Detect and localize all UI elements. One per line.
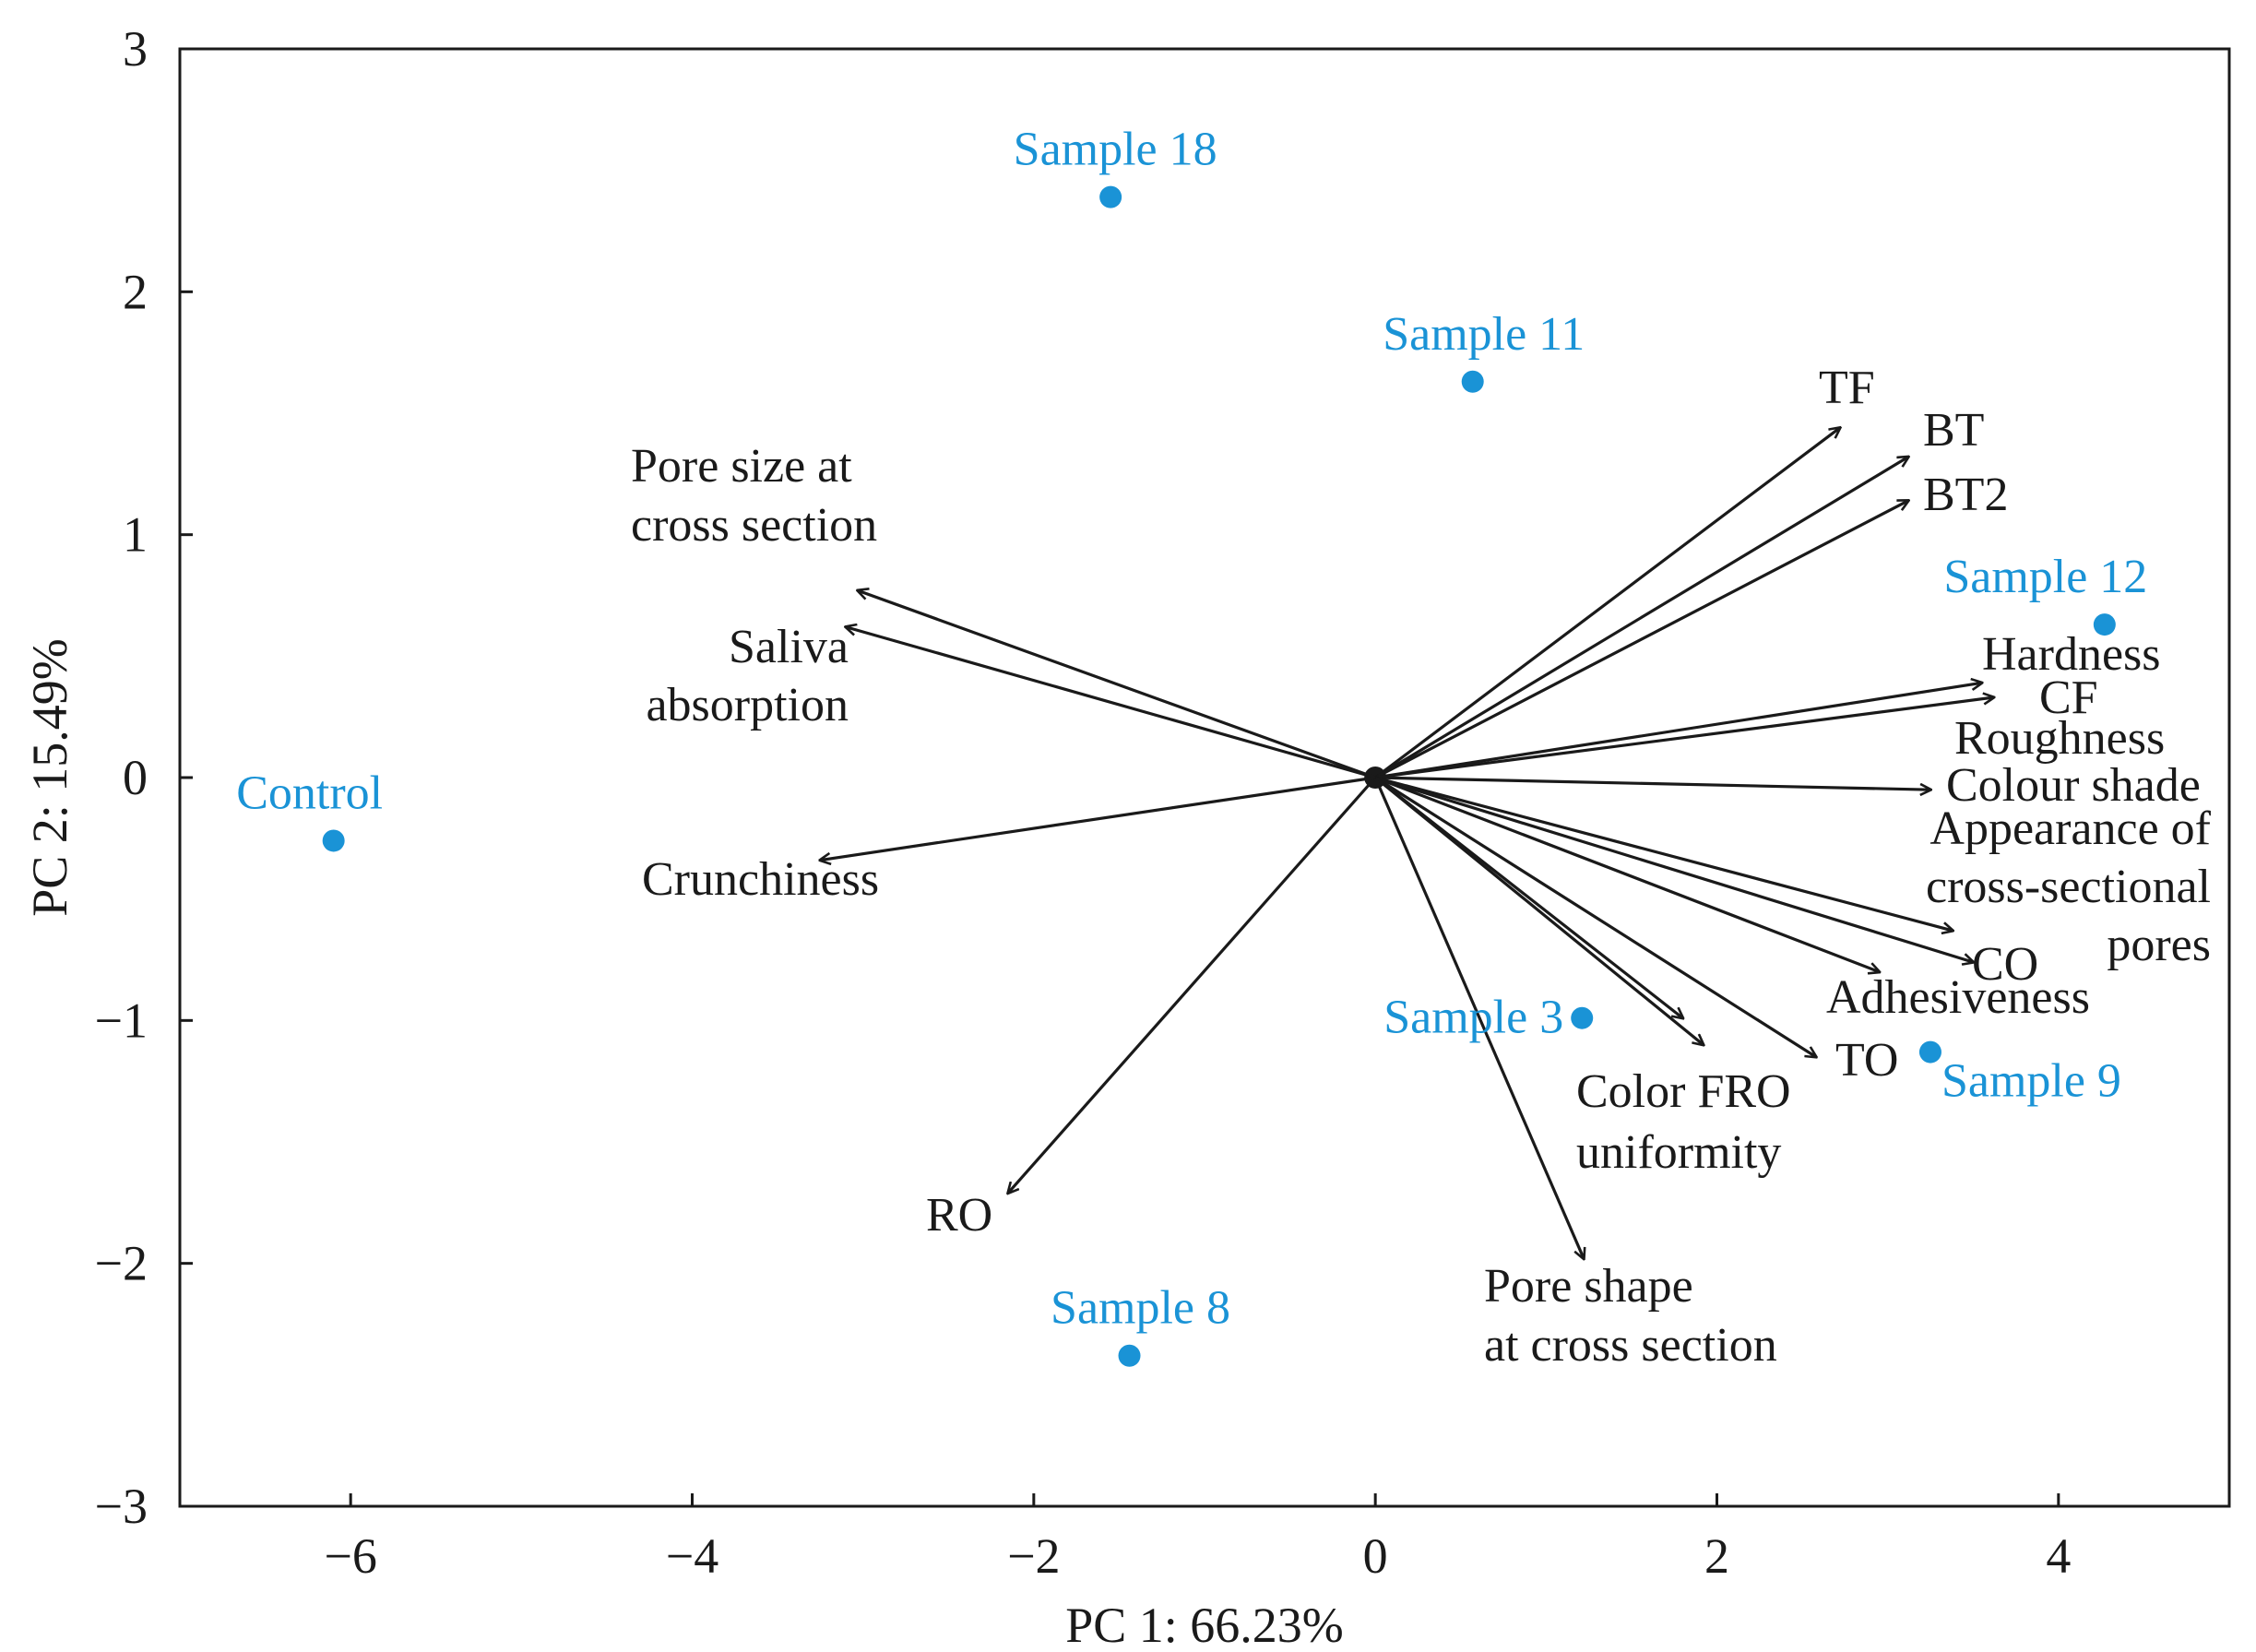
vector-colour-shade (1375, 776, 1930, 790)
vector-label-saliva: Saliva absorption (646, 621, 849, 731)
y-tick-label: −1 (95, 992, 148, 1048)
vector-fro (1374, 776, 1704, 1045)
x-tick-label: 2 (1704, 1528, 1729, 1584)
vector-appearance-of-cross-sectional-pores (1374, 776, 1953, 931)
sample-label-sample-8: Sample 8 (1051, 1282, 1230, 1335)
x-tick-label: −4 (666, 1528, 718, 1584)
vector-label-pore-shape: Pore shape at cross section (1484, 1260, 1777, 1372)
vector-adhesiveness (1374, 776, 1879, 972)
sample-point-sample-18 (1099, 185, 1122, 208)
y-axis-title: PC 2: 15.49% (22, 638, 77, 917)
vector-hardness (1374, 683, 1981, 779)
sample-point-control (322, 829, 345, 852)
vector-saliva-absorption (846, 627, 1376, 779)
sample-point-sample-12 (2093, 613, 2116, 636)
x-tick-label: 4 (2046, 1528, 2071, 1584)
vector-co (1374, 776, 1973, 962)
y-tick-label: −3 (95, 1479, 148, 1534)
vector-ro (1008, 776, 1377, 1193)
vector-label-bt2: BT2 (1923, 469, 2008, 521)
y-tick-label: 2 (123, 264, 148, 319)
vector-crunchiness (820, 776, 1376, 861)
sample-point-sample-11 (1461, 370, 1484, 393)
vector-label-to: TO (1835, 1034, 1898, 1087)
vector-label-colour-shade: Colour shade (1946, 759, 2201, 812)
axis-tick-labels: −6 −4 −2 0 2 4 −3 −2 −1 0 1 2 3 (95, 21, 2072, 1584)
vector-pore-shape-at-cross-section (1373, 777, 1584, 1258)
vector-pore-size-at-cross-section (858, 590, 1376, 779)
sample-label-sample-12: Sample 12 (1943, 551, 2147, 603)
sample-label-sample-11: Sample 11 (1383, 308, 1585, 361)
vector-label-tf: TF (1819, 362, 1875, 414)
vector-label-roughness: Roughness (1954, 712, 2165, 765)
vector-label-pore-size: Pore size at cross section (631, 440, 877, 552)
y-tick-label: 0 (123, 750, 148, 805)
x-tick-label: −2 (1007, 1528, 1060, 1584)
vector-bt2 (1374, 501, 1908, 779)
vector-label-ro: RO (926, 1189, 992, 1242)
y-tick-label: −2 (95, 1236, 148, 1291)
sample-label-sample-18: Sample 18 (1014, 124, 1217, 176)
sample-label-sample-3: Sample 3 (1383, 992, 1563, 1044)
sample-point-sample-3 (1571, 1006, 1594, 1029)
axis-ticks (180, 47, 2060, 1508)
vector-label-crunchiness: Crunchiness (642, 853, 879, 906)
sample-point-sample-9 (1918, 1040, 1941, 1064)
sample-points: Sample 18 Sample 11 Sample 12 Control Sample… (236, 124, 2147, 1367)
vector-label-co: CO (1972, 938, 2038, 991)
y-tick-label: 3 (123, 21, 148, 77)
sample-label-sample-9: Sample 9 (1941, 1055, 2121, 1108)
vector-bt (1374, 457, 1908, 779)
x-tick-label: −6 (324, 1528, 376, 1584)
vector-label-hardness: Hardness (1982, 628, 2161, 681)
y-tick-label: 1 (123, 507, 148, 563)
vector-label-appearance: Appearance of cross-sectional pores (1926, 802, 2212, 971)
x-axis-title: PC 1: 66.23% (1065, 1598, 1344, 1652)
sample-label-control: Control (236, 767, 383, 819)
vector-label-cf: CF (2039, 671, 2098, 724)
loading-vectors (820, 428, 1993, 1259)
x-tick-label: 0 (1363, 1528, 1388, 1584)
vector-label-bt: BT (1923, 404, 1984, 457)
vector-tf (1374, 428, 1840, 779)
vector-to (1374, 776, 1816, 1057)
vector-label-color-fro: Color FRO uniformity (1576, 1065, 1791, 1179)
vector-cf (1374, 697, 1993, 779)
vector-label-adhesiveness: Adhesiveness (1826, 971, 2090, 1024)
sample-point-sample-8 (1118, 1344, 1141, 1367)
